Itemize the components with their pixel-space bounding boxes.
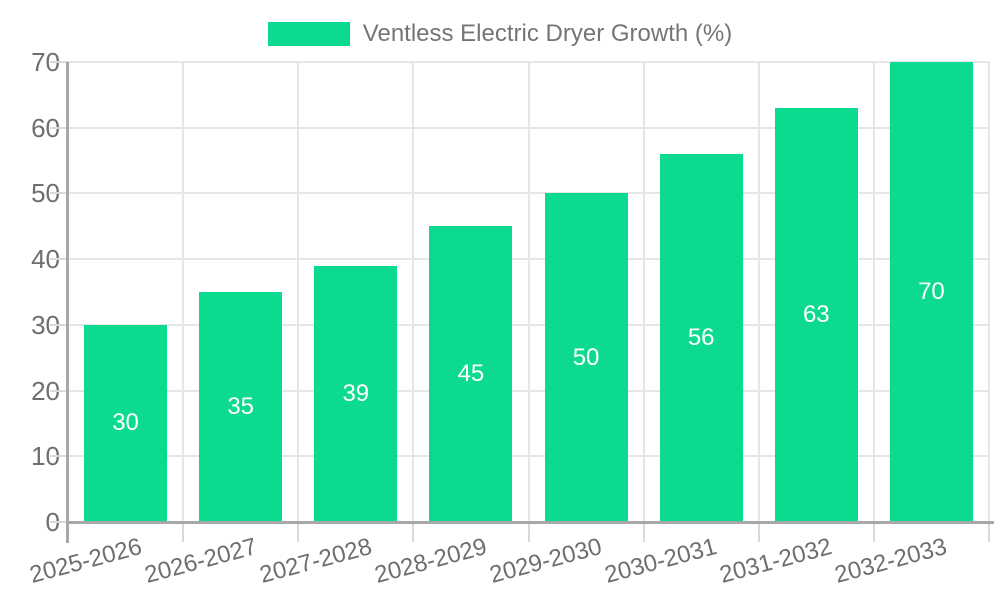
x-gridline xyxy=(297,62,300,522)
x-gridline xyxy=(757,62,760,522)
bar: 39 xyxy=(314,265,398,522)
x-tick-label: 2030-2031 xyxy=(602,533,720,589)
x-axis-tick xyxy=(182,522,185,542)
bar-value-label: 63 xyxy=(802,301,830,328)
x-gridline xyxy=(527,62,530,522)
y-axis-tick xyxy=(50,521,68,523)
bar-value-label: 30 xyxy=(112,409,139,437)
bar-value-label: 50 xyxy=(572,343,600,371)
y-axis-tick xyxy=(50,455,68,458)
bar-value-label: 39 xyxy=(342,379,370,407)
legend-label: Ventless Electric Dryer Growth (%) xyxy=(362,20,733,47)
x-tick-label: 2031-2032 xyxy=(717,533,836,589)
x-gridline xyxy=(182,62,185,522)
legend-swatch xyxy=(267,22,350,46)
x-tick-label: 2028-2029 xyxy=(371,533,490,589)
bar: 70 xyxy=(889,62,973,522)
x-axis-tick xyxy=(527,522,530,542)
bar-value-label: 35 xyxy=(227,393,255,420)
legend: Ventless Electric Dryer Growth (%) xyxy=(0,21,1000,47)
bar: 35 xyxy=(199,292,283,522)
y-axis-tick xyxy=(50,323,68,326)
x-tick-label: 2029-2030 xyxy=(486,533,605,589)
x-axis-tick xyxy=(988,522,990,542)
x-tick-label: 2026-2027 xyxy=(141,533,260,589)
bar: 63 xyxy=(774,108,858,522)
x-axis-tick xyxy=(872,522,875,542)
bar-value-label: 70 xyxy=(918,278,945,305)
x-axis-tick xyxy=(412,522,415,542)
x-gridline xyxy=(872,62,875,522)
y-axis-tick xyxy=(50,258,68,261)
bar-value-label: 56 xyxy=(687,324,715,351)
bar: 50 xyxy=(544,193,628,522)
bar: 45 xyxy=(429,226,513,522)
x-tick-label: 2025-2026 xyxy=(26,533,145,589)
bar: 30 xyxy=(84,324,168,522)
y-axis-line xyxy=(66,62,69,543)
plot-area: 010203040506070302025-2026352026-2027392… xyxy=(26,48,994,589)
y-axis-tick xyxy=(50,61,68,63)
x-axis-tick xyxy=(297,522,300,542)
y-axis-tick xyxy=(50,126,68,129)
y-axis-tick xyxy=(50,192,68,195)
x-gridline xyxy=(642,62,645,522)
x-tick-label: 2027-2028 xyxy=(256,533,375,589)
x-axis-tick xyxy=(757,522,760,542)
legend-item[interactable]: Ventless Electric Dryer Growth (%) xyxy=(267,20,733,47)
y-axis-tick xyxy=(50,389,68,392)
bar: 56 xyxy=(659,154,743,522)
x-tick-label: 2032-2033 xyxy=(832,533,951,589)
x-axis-line xyxy=(66,521,994,524)
x-axis-tick xyxy=(642,522,645,542)
bar-value-label: 45 xyxy=(457,360,485,388)
x-gridline xyxy=(988,62,990,522)
x-gridline xyxy=(412,62,415,522)
